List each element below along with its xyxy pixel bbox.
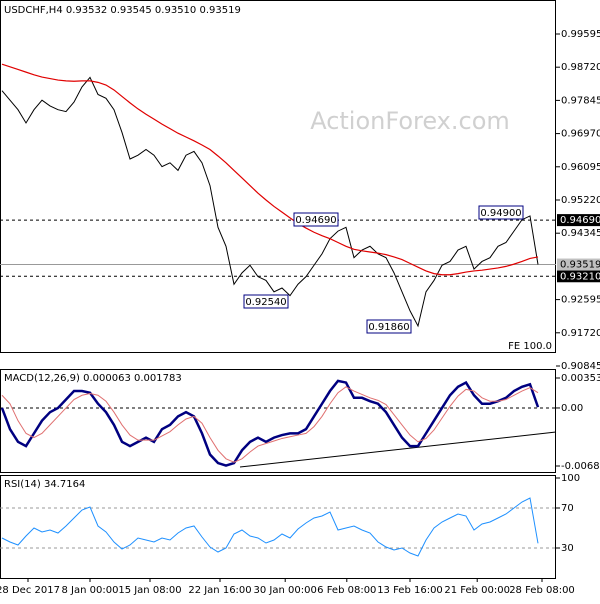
annotation-box bbox=[366, 319, 412, 334]
rsi-frame bbox=[0, 475, 556, 579]
level-label: 0.94690 bbox=[560, 215, 600, 226]
series-line bbox=[1, 386, 539, 463]
level-tag bbox=[557, 214, 600, 227]
y-tick-label: 30 bbox=[561, 543, 574, 554]
y-tick-label: 0.99595 bbox=[561, 29, 600, 40]
y-tick-label: 0.95220 bbox=[561, 195, 600, 206]
y-tick-label: 0.90845 bbox=[561, 361, 600, 372]
y-tick-label: 100 bbox=[561, 473, 580, 484]
annotation: 0.94900 bbox=[480, 208, 521, 219]
y-tick-label: 0.00 bbox=[561, 403, 583, 414]
x-tick-label: 6 Feb 08:00 bbox=[317, 585, 376, 596]
annotation: 0.91860 bbox=[368, 322, 409, 333]
y-tick-label: -0.006853 bbox=[561, 461, 600, 472]
series-line bbox=[1, 63, 539, 276]
current-price-tag bbox=[557, 258, 600, 271]
watermark: ActionForex.com bbox=[310, 107, 510, 135]
y-tick-label: 70 bbox=[561, 503, 574, 514]
x-tick-label: 30 Jan 00:00 bbox=[254, 585, 317, 596]
x-tick-label: 21 Feb 00:00 bbox=[444, 585, 510, 596]
x-tick-label: 28 Feb 08:00 bbox=[509, 585, 575, 596]
chart-title: USDCHF,H4 0.93532 0.93545 0.93510 0.9351… bbox=[4, 5, 241, 16]
macd-title: MACD(12,26,9) 0.000063 0.001783 bbox=[4, 373, 182, 384]
x-tick-label: 13 Feb 16:00 bbox=[377, 585, 443, 596]
annotation-box bbox=[478, 205, 524, 220]
annotation: 0.92540 bbox=[245, 297, 286, 308]
y-tick-label: 0.91720 bbox=[561, 328, 600, 339]
price-frame bbox=[0, 0, 556, 353]
x-tick-label: 8 Jan 00:00 bbox=[62, 585, 119, 596]
current-price-label: 0.93519 bbox=[560, 260, 600, 271]
x-tick-label: 15 Jan 08:00 bbox=[118, 585, 181, 596]
series-line bbox=[1, 497, 539, 557]
y-tick-label: 0.92595 bbox=[561, 295, 600, 306]
fe-label: FE 100.0 bbox=[508, 341, 552, 352]
annotation-box bbox=[243, 294, 289, 309]
series-line bbox=[0, 379, 540, 467]
x-tick-label: 22 Jan 16:00 bbox=[188, 585, 251, 596]
level-tag bbox=[557, 270, 600, 283]
y-tick-label: 0.98720 bbox=[561, 62, 600, 73]
y-tick-label: 0.94345 bbox=[561, 228, 600, 239]
y-tick-label: 0.96970 bbox=[561, 129, 600, 140]
y-tick-label: 0.96095 bbox=[561, 162, 600, 173]
annotation-box bbox=[293, 212, 339, 227]
x-tick-label: 28 Dec 2017 bbox=[0, 585, 60, 596]
series-line bbox=[1, 76, 539, 328]
y-tick-label: 0.003538 bbox=[561, 373, 600, 384]
rsi-title: RSI(14) 34.7164 bbox=[4, 479, 85, 490]
annotation: 0.94690 bbox=[295, 215, 336, 226]
macd-frame bbox=[0, 369, 556, 473]
macd-trendline bbox=[239, 431, 557, 468]
level-label: 0.93210 bbox=[560, 271, 600, 282]
y-tick-label: 0.97845 bbox=[561, 95, 600, 106]
